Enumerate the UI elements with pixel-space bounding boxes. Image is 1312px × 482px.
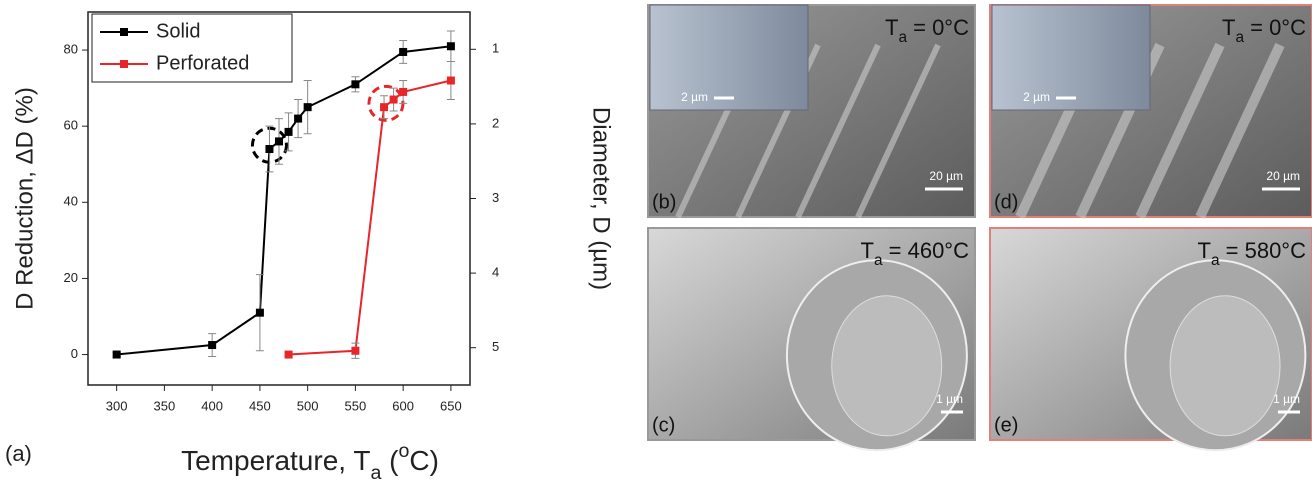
scroll-inner (832, 296, 942, 436)
temperature-label-part: = 0°C (1244, 15, 1306, 40)
marker (390, 96, 398, 104)
y-tick-label: 20 (64, 270, 78, 285)
series-line (289, 81, 451, 355)
marker (399, 88, 407, 96)
chart-a: 300 350 400 450 500 550 600 650 0 20 40 60 80 1 2 3 4 5 D … (5, 12, 615, 482)
legend-label: Solid (156, 20, 200, 42)
legend-marker (120, 28, 128, 36)
temperature-label-part: T (1198, 238, 1211, 263)
y2-tick-label: 3 (492, 190, 499, 205)
y2-tick-label: 2 (492, 115, 499, 130)
x-tick-label: 550 (345, 398, 367, 413)
x-axis-title-part: a (370, 462, 381, 482)
panel-label: (e) (994, 414, 1018, 436)
x-tick-label: 650 (440, 398, 462, 413)
y2-tick-label: 5 (492, 339, 499, 354)
marker (380, 103, 388, 111)
y-tick-label: 40 (64, 194, 78, 209)
marker (447, 42, 455, 50)
scale-label: 20 µm (1266, 169, 1300, 183)
marker (351, 80, 359, 88)
x-axis-title: Temperature, Ta (oC) (181, 440, 439, 482)
marker (351, 347, 359, 355)
temperature-label-part: T (1222, 15, 1235, 40)
temperature-label-part: = 580°C (1220, 238, 1307, 263)
x-tick-label: 400 (201, 398, 223, 413)
y-tick-label: 60 (64, 118, 78, 133)
x-axis-title-part: C) (409, 445, 439, 476)
x-tick-label: 350 (154, 398, 176, 413)
legend-label: Perforated (156, 52, 249, 74)
panel-label: (b) (652, 191, 676, 213)
x-tick-label: 300 (106, 398, 128, 413)
temperature-label-part: = 0°C (907, 15, 969, 40)
inset-scale: 2 µm (681, 90, 708, 104)
legend-marker (120, 60, 128, 68)
temperature-label-part: T (861, 238, 874, 263)
sem-panel: Ta = 460°C(c)1 µm (648, 228, 975, 450)
marker (208, 341, 216, 349)
marker (256, 309, 264, 317)
x-tick-label: 500 (297, 398, 319, 413)
scale-label: 1 µm (936, 392, 963, 406)
x-tick-label: 450 (249, 398, 271, 413)
panel-label: (d) (994, 191, 1018, 213)
marker (265, 145, 273, 153)
inset (992, 5, 1150, 110)
x-tick-label: 600 (392, 398, 414, 413)
marker (304, 103, 312, 111)
y2-tick-label: 1 (492, 41, 499, 56)
panel-label: (a) (5, 441, 32, 466)
marker (285, 128, 293, 136)
marker (275, 137, 283, 145)
y-tick-label: 0 (71, 346, 78, 361)
x-axis-title-part: o (398, 440, 409, 462)
y2-axis-title: Diameter, D (µm) (588, 107, 615, 290)
y-axis-title: D Reduction, ΔD (%) (11, 87, 38, 310)
x-axis-title-part: ( (381, 445, 399, 476)
marker (399, 48, 407, 56)
inset (650, 5, 808, 110)
temperature-label-part: T (885, 15, 898, 40)
sem-panel: Ta = 580°C(e)1 µm (990, 228, 1312, 450)
legend: Solid Perforated (92, 14, 292, 82)
panel-label: (c) (652, 414, 675, 436)
marker (294, 115, 302, 123)
scroll-inner (1170, 296, 1280, 436)
marker (113, 351, 121, 359)
scale-label: 1 µm (1273, 392, 1300, 406)
marker (447, 77, 455, 85)
inset-scale: 2 µm (1023, 90, 1050, 104)
temperature-label-part: = 460°C (883, 238, 970, 263)
y2-tick-label: 4 (492, 265, 499, 280)
y-tick-label: 80 (64, 41, 78, 56)
marker (285, 351, 293, 359)
x-axis-title-part: Temperature, T (181, 445, 370, 476)
scale-label: 20 µm (929, 169, 963, 183)
figure: 300 350 400 450 500 550 600 650 0 20 40 60 80 1 2 3 4 5 D … (0, 0, 1312, 482)
